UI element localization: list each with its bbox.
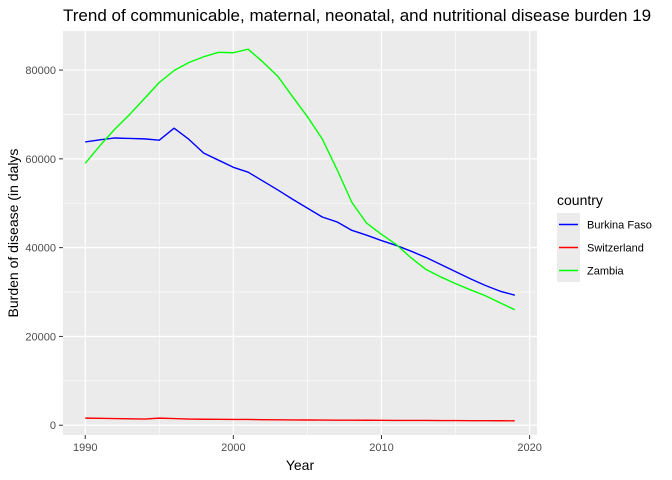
y-axis-title: Burden of disease (in dalys xyxy=(5,149,21,318)
chart-title: Trend of communicable, maternal, neonata… xyxy=(63,6,651,25)
legend-label-burkina-faso: Burkina Faso xyxy=(587,220,652,232)
x-tick-label: 2010 xyxy=(369,442,393,454)
legend-label-switzerland: Switzerland xyxy=(587,243,644,255)
y-tick-label: 40000 xyxy=(25,243,56,255)
ticks-layer: 1990 2000 2010 2020 0 20000 40000 60000 80000 xyxy=(25,65,541,454)
legend: country Burkina Faso Switzerland Zambia xyxy=(557,192,652,282)
series-layer xyxy=(84,48,516,422)
x-tick-label: 1990 xyxy=(73,442,97,454)
series-line-switzerland xyxy=(85,417,515,422)
x-axis-title: Year xyxy=(286,457,315,473)
y-tick-label: 80000 xyxy=(25,65,56,77)
series-line-zambia xyxy=(84,48,516,311)
y-tick-label: 60000 xyxy=(25,154,56,166)
y-tick-label: 20000 xyxy=(25,331,56,343)
y-tick-label: 0 xyxy=(50,420,56,432)
legend-label-zambia: Zambia xyxy=(587,266,625,278)
x-tick-label: 2020 xyxy=(517,442,541,454)
plot-panel xyxy=(63,31,537,435)
x-tick-label: 2000 xyxy=(221,442,245,454)
series-line-burkina-faso xyxy=(85,127,515,296)
grid-major xyxy=(63,31,537,435)
legend-title: country xyxy=(557,192,603,208)
